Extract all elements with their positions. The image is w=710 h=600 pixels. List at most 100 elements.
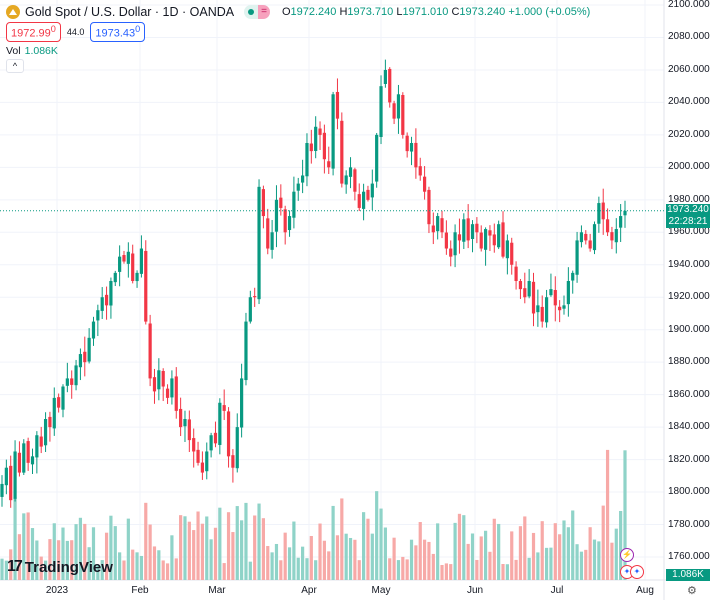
volume-bar xyxy=(623,450,627,580)
volume-bar xyxy=(26,512,30,580)
time-tick-label: Jun xyxy=(466,585,484,596)
volume-bar xyxy=(152,546,157,580)
candle-body xyxy=(457,234,462,241)
volume-bar xyxy=(248,561,252,580)
candle-body xyxy=(344,175,348,185)
candle-body xyxy=(588,240,592,249)
volume-bar xyxy=(296,557,300,580)
symbol-title[interactable]: Gold Spot / U.S. Dollar · 1D · OANDA xyxy=(25,5,235,19)
candle-body xyxy=(196,449,200,463)
price-tick-label: 1800.000 xyxy=(668,486,710,498)
market-status[interactable]: = xyxy=(244,5,270,19)
price-tick-label: 1840.000 xyxy=(668,421,710,433)
candle-body xyxy=(501,222,505,257)
volume-bar xyxy=(135,552,139,580)
volume-bar xyxy=(113,526,117,580)
volume-bar xyxy=(309,535,313,580)
candle-body xyxy=(301,175,305,183)
candle-body xyxy=(383,69,387,84)
volume-bar xyxy=(592,539,597,580)
candle-body xyxy=(562,305,566,309)
candle-body xyxy=(610,232,614,241)
volume-bar xyxy=(174,558,178,580)
volume-bar xyxy=(348,537,353,580)
volume-bar xyxy=(261,518,265,580)
volume-bar xyxy=(13,497,17,580)
volume-bar xyxy=(388,558,392,580)
equals-icon: = xyxy=(258,5,270,19)
volume-bar xyxy=(340,498,344,580)
candle-body xyxy=(505,240,509,259)
volume-bar xyxy=(584,549,588,580)
candle-body xyxy=(518,281,523,290)
volume-bar xyxy=(209,539,213,580)
candle-body xyxy=(170,378,174,398)
volume-bar xyxy=(514,559,518,580)
candle-body xyxy=(209,435,213,451)
volume-bar xyxy=(52,523,56,580)
candle-body xyxy=(314,126,318,151)
candle-body xyxy=(592,224,597,251)
candle-body xyxy=(440,218,444,233)
candle-body xyxy=(0,483,4,497)
volume-bar xyxy=(601,505,605,580)
lightning-event-icon[interactable]: ⚡ xyxy=(620,548,634,562)
price-tick-label: 1760.000 xyxy=(668,551,710,562)
volume-bar xyxy=(322,540,326,580)
volume-bar xyxy=(165,563,170,580)
time-tick-label: Apr xyxy=(301,585,317,596)
candle-body xyxy=(266,218,270,249)
volume-bar xyxy=(449,564,453,580)
volume-bar xyxy=(571,510,575,580)
volume-bar xyxy=(148,524,152,580)
volume-bar xyxy=(483,530,488,580)
candle-body xyxy=(148,323,152,379)
volume-bar xyxy=(30,528,35,580)
volume-bar xyxy=(70,540,74,580)
candle-body xyxy=(109,281,113,306)
volume-bar xyxy=(192,530,196,580)
candle-body xyxy=(414,142,418,168)
volume-bar xyxy=(523,516,527,580)
volume-bar xyxy=(440,564,444,580)
volume-bar xyxy=(253,515,257,580)
volume-bar xyxy=(558,534,562,580)
sell-button[interactable]: 1972.990 xyxy=(6,22,61,42)
candle-body xyxy=(614,229,618,243)
candle-body xyxy=(131,253,135,281)
candle-body xyxy=(292,191,296,218)
volume-bar xyxy=(244,502,248,580)
buy-button[interactable]: 1973.430 xyxy=(90,22,146,42)
settings-gear-icon[interactable]: ⚙ xyxy=(687,585,697,597)
candle-body xyxy=(305,143,309,177)
candle-body xyxy=(623,210,627,216)
volume-bar xyxy=(396,560,401,580)
candle-body xyxy=(61,386,65,410)
candle-body xyxy=(235,427,239,469)
volume-bar xyxy=(401,556,405,580)
candle-body xyxy=(192,438,196,452)
candle-body xyxy=(427,189,431,225)
volume-bar xyxy=(527,557,531,580)
volume-bar xyxy=(544,547,549,580)
volume-bar xyxy=(183,516,187,580)
tradingview-logo[interactable]: 17 TradingView xyxy=(7,558,113,576)
volume-bar xyxy=(43,560,48,580)
candle-body xyxy=(366,189,370,200)
candle-body xyxy=(96,310,100,321)
volume-bar xyxy=(370,533,374,580)
volume-bar xyxy=(536,552,540,580)
collapse-legend-button[interactable]: ^ xyxy=(6,59,24,73)
volume-bar xyxy=(466,543,470,580)
candle-body xyxy=(240,378,244,428)
candle-body xyxy=(205,451,209,472)
volume-bar xyxy=(405,559,409,580)
volume-bar xyxy=(366,518,370,580)
volume-bar xyxy=(549,547,553,580)
volume-bar xyxy=(126,518,130,580)
us-flag-event-icon[interactable]: ✦ xyxy=(630,565,644,579)
candle-body xyxy=(118,256,122,272)
volume-bar xyxy=(492,518,496,580)
candle-body xyxy=(126,251,130,264)
